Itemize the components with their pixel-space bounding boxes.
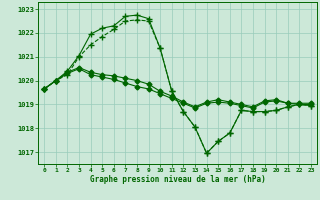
X-axis label: Graphe pression niveau de la mer (hPa): Graphe pression niveau de la mer (hPa) [90,175,266,184]
